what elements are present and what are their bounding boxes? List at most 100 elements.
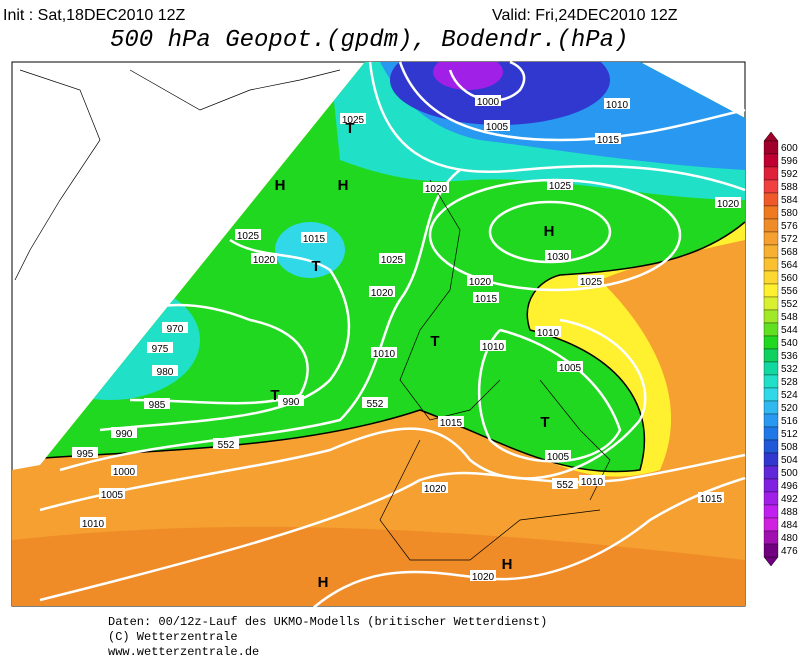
legend-label: 528 xyxy=(781,377,798,388)
legend-swatch xyxy=(763,166,779,181)
legend-swatch xyxy=(763,491,779,506)
isobar-label: 1005 xyxy=(559,363,582,374)
coastline xyxy=(14,69,101,281)
map-title: 500 hPa Geopot.(gpdm), Bodendr.(hPa) xyxy=(110,27,628,54)
pressure-center: H xyxy=(544,223,555,240)
legend-swatch xyxy=(763,530,779,545)
coastline xyxy=(129,69,341,111)
legend-swatch xyxy=(763,335,779,350)
label-bg xyxy=(422,482,448,493)
isobar-label: 1020 xyxy=(717,199,740,210)
isobar-label: 970 xyxy=(167,324,184,335)
isobar xyxy=(448,60,526,102)
isobar-label: 1010 xyxy=(82,519,105,530)
label-bg xyxy=(235,229,261,240)
label-bg xyxy=(545,250,571,261)
pressure-center: T xyxy=(345,120,354,137)
legend-label: 476 xyxy=(781,546,798,557)
isobar xyxy=(59,169,461,472)
legend-swatch xyxy=(763,283,779,298)
legend-label: 596 xyxy=(781,156,798,167)
pressure-center: T xyxy=(540,414,549,431)
label-bg xyxy=(467,275,493,286)
label-bg xyxy=(595,133,621,144)
isobar-label: 1010 xyxy=(482,342,505,353)
isobar-label: 1005 xyxy=(101,490,124,501)
label-bg xyxy=(371,347,397,358)
legend-swatch xyxy=(763,452,779,467)
pressure-center: H xyxy=(318,574,329,591)
label-bg xyxy=(147,342,173,353)
legend-swatch xyxy=(763,465,779,480)
label-bg xyxy=(484,120,510,131)
isobar-label: 1010 xyxy=(581,477,604,488)
legend-label: 532 xyxy=(781,364,798,375)
legend-swatch xyxy=(763,400,779,415)
isobar-label: 1020 xyxy=(253,255,276,266)
legend-label: 496 xyxy=(781,481,798,492)
field-dark-orange xyxy=(12,526,745,606)
pressure-center: H xyxy=(502,556,513,573)
legend-label: 548 xyxy=(781,312,798,323)
legend-arrow-top xyxy=(763,131,779,142)
label-bg xyxy=(251,253,277,264)
coastline xyxy=(399,179,501,421)
legend-swatch xyxy=(763,309,779,324)
isobar xyxy=(398,61,746,142)
legend-label: 572 xyxy=(781,234,798,245)
isobar-label: 1015 xyxy=(303,234,326,245)
legend-swatch xyxy=(763,140,779,155)
pressure-center: T xyxy=(311,258,320,275)
isobar-label: 985 xyxy=(149,400,166,411)
label-bg xyxy=(698,492,724,503)
legend-label: 500 xyxy=(781,468,798,479)
label-bg xyxy=(379,253,405,264)
legend-label: 544 xyxy=(781,325,798,336)
legend-swatch xyxy=(763,504,779,519)
legend-label: 536 xyxy=(781,351,798,362)
pressure-center: H xyxy=(338,177,349,194)
isobar-label: 1020 xyxy=(424,484,447,495)
legend-swatch xyxy=(763,413,779,428)
label-bg xyxy=(547,179,573,190)
label-bg xyxy=(579,475,605,486)
label-bg xyxy=(340,113,366,124)
legend-swatch xyxy=(763,270,779,285)
label-bg xyxy=(423,182,449,193)
legend-swatch xyxy=(763,387,779,402)
isobar-label: 1005 xyxy=(486,122,509,133)
label-bg xyxy=(557,361,583,372)
init-time: Init : Sat,18DEC2010 12Z xyxy=(3,7,186,24)
isobar-label: 1010 xyxy=(373,349,396,360)
legend-swatch xyxy=(763,153,779,168)
isobar-label: 1000 xyxy=(113,467,136,478)
isobar xyxy=(39,453,746,602)
label-bg xyxy=(438,416,464,427)
legend-label: 492 xyxy=(781,494,798,505)
legend-label: 552 xyxy=(781,299,798,310)
isobar-label: 1015 xyxy=(700,494,723,505)
legend-swatch xyxy=(763,439,779,454)
isobar xyxy=(129,303,309,405)
legend-swatch xyxy=(763,192,779,207)
isobar-label: 1000 xyxy=(477,97,500,108)
label-bg xyxy=(152,365,178,376)
isobar-label: 1025 xyxy=(237,231,260,242)
legend-label: 524 xyxy=(781,390,798,401)
legend-swatch xyxy=(763,478,779,493)
label-bg xyxy=(369,286,395,297)
contour-552 xyxy=(12,221,745,473)
legend-swatch xyxy=(763,517,779,532)
legend-label: 600 xyxy=(781,143,798,154)
isobar-label: 1020 xyxy=(472,572,495,583)
label-bg xyxy=(80,517,106,528)
legend-label: 504 xyxy=(781,455,798,466)
isobar-label: 990 xyxy=(116,429,133,440)
label-bg xyxy=(578,275,604,286)
label-bg xyxy=(552,478,578,489)
pressure-center: T xyxy=(430,333,439,350)
isobar-label: 1025 xyxy=(381,255,404,266)
pressure-center: H xyxy=(275,177,286,194)
legend-swatch xyxy=(763,374,779,389)
